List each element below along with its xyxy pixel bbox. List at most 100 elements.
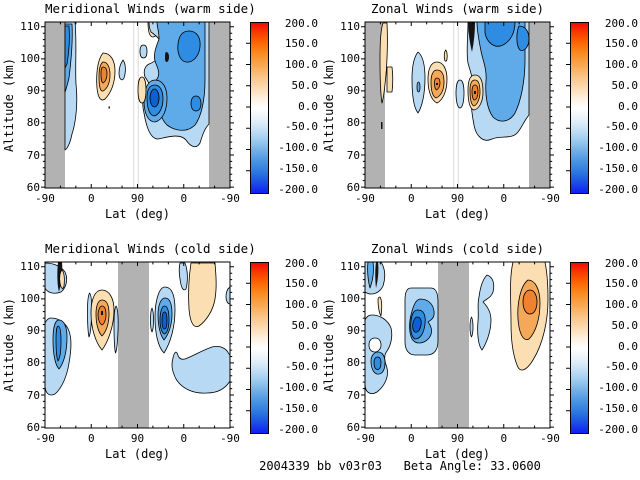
colorbar-tick-label: -150.0 — [598, 401, 638, 415]
x-tick-label: 90 — [450, 192, 465, 205]
colorbar-tick-label: -100.0 — [278, 141, 318, 154]
colorbar-tick-label: -50.0 — [284, 360, 318, 374]
panel-meridional-warm: Meridional Winds (warm side) Altitude (k… — [0, 0, 320, 240]
colorbar-tick-label: 200.0 — [604, 256, 638, 270]
colorbar-tick-label: -100.0 — [598, 141, 638, 154]
y-tick-label: 100 — [20, 292, 40, 306]
colorbar-tick-label: -50.0 — [604, 360, 638, 374]
colorbar — [570, 262, 589, 434]
x-tick-label: -90 — [540, 432, 560, 445]
colorbar-tick-label: 100.0 — [604, 298, 638, 311]
colorbar-tick-label: 200.0 — [284, 16, 318, 30]
colorbar-tick-label: 0.0 — [618, 99, 638, 113]
y-tick-label: 70 — [346, 388, 360, 402]
y-tick-label: 90 — [26, 84, 40, 98]
colorbar-tick-label: -50.0 — [604, 120, 638, 134]
x-tick-label: -90 — [540, 192, 560, 205]
colorbar-tick-label: 200.0 — [604, 16, 638, 30]
x-tick-label: 90 — [450, 432, 465, 445]
colorbar-tick-label: 100.0 — [284, 58, 318, 71]
contour-plot — [41, 261, 250, 429]
x-axis-label: Lat (deg) — [104, 447, 171, 461]
x-tick-label: -90 — [35, 432, 55, 445]
colorbar-tick-label: 150.0 — [604, 277, 638, 291]
panel-meridional-cold: Meridional Winds (cold side) Altitude (k… — [0, 240, 320, 480]
y-tick-label: 110 — [340, 260, 360, 274]
contour-plot — [361, 261, 570, 429]
figure-annotation: 2004339 bb v03r03 Beta Angle: 33.0600 — [259, 459, 541, 473]
x-axis-label: Lat (deg) — [104, 207, 171, 221]
colorbar — [570, 22, 589, 194]
colorbar-tick-label: 50.0 — [611, 78, 639, 92]
x-tick-label: 0 — [500, 192, 508, 205]
colorbar-tick-label: 0.0 — [298, 339, 318, 353]
y-tick-label: 90 — [26, 324, 40, 338]
panel-title: Zonal Winds (warm side) — [370, 1, 545, 16]
panel-zonal-warm: Zonal Winds (warm side) Altitude (km) La… — [320, 0, 640, 240]
y-tick-label: 110 — [20, 260, 40, 274]
x-tick-label: -90 — [355, 192, 375, 205]
y-tick-label: 90 — [346, 324, 360, 338]
x-tick-label: 0 — [87, 192, 95, 205]
colorbar-tick-label: 0.0 — [298, 99, 318, 113]
colorbar-tick-label: -200.0 — [598, 182, 638, 196]
x-tick-label: 0 — [180, 192, 188, 205]
y-tick-label: 90 — [346, 84, 360, 98]
x-tick-label: -90 — [35, 192, 55, 205]
y-tick-label: 80 — [26, 116, 40, 130]
colorbar-tick-label: 100.0 — [604, 58, 638, 71]
colorbar-tick-label: 50.0 — [291, 318, 319, 332]
x-tick-label: 0 — [180, 432, 188, 445]
colorbar-tick-label: -50.0 — [284, 120, 318, 134]
colorbar-tick-label: 150.0 — [284, 277, 318, 291]
colorbar-tick-label: 100.0 — [284, 298, 318, 311]
y-tick-label: 70 — [26, 148, 40, 162]
contour-plot — [41, 21, 250, 189]
x-tick-label: 0 — [407, 192, 415, 205]
y-tick-label: 60 — [26, 420, 40, 434]
y-tick-label: 100 — [340, 292, 360, 306]
colorbar — [250, 262, 269, 434]
colorbar-tick-label: 150.0 — [604, 37, 638, 51]
panel-zonal-cold: Zonal Winds (cold side) Altitude (km) La… — [320, 240, 640, 480]
x-axis-label: Lat (deg) — [424, 447, 491, 461]
colorbar-tick-label: -200.0 — [278, 182, 318, 196]
x-tick-label: 0 — [87, 432, 95, 445]
x-tick-label: 90 — [130, 432, 145, 445]
x-tick-label: -90 — [355, 432, 375, 445]
colorbar-tick-label: 50.0 — [291, 78, 319, 92]
y-tick-label: 70 — [26, 388, 40, 402]
colorbar — [250, 22, 269, 194]
y-tick-label: 60 — [346, 420, 360, 434]
x-tick-label: -90 — [220, 192, 240, 205]
colorbar-tick-label: -100.0 — [278, 381, 318, 394]
y-tick-label: 60 — [346, 180, 360, 194]
y-tick-label: 110 — [20, 20, 40, 34]
colorbar-tick-label: 200.0 — [284, 256, 318, 270]
colorbar-tick-label: -200.0 — [278, 422, 318, 436]
y-tick-label: 80 — [26, 356, 40, 370]
x-tick-label: 90 — [130, 192, 145, 205]
x-tick-label: 0 — [500, 432, 508, 445]
x-tick-label: 0 — [407, 432, 415, 445]
colorbar-tick-label: -150.0 — [598, 161, 638, 175]
y-tick-label: 80 — [346, 356, 360, 370]
y-tick-label: 100 — [20, 52, 40, 66]
colorbar-tick-label: 150.0 — [284, 37, 318, 51]
y-tick-label: 100 — [340, 52, 360, 66]
colorbar-tick-label: -100.0 — [598, 381, 638, 394]
panel-title: Meridional Winds (warm side) — [45, 1, 256, 16]
contour-plot — [361, 21, 570, 189]
colorbar-tick-label: -150.0 — [278, 161, 318, 175]
y-tick-label: 60 — [26, 180, 40, 194]
x-axis-label: Lat (deg) — [424, 207, 491, 221]
panel-title: Zonal Winds (cold side) — [370, 241, 545, 256]
y-tick-label: 80 — [346, 116, 360, 130]
y-tick-label: 70 — [346, 148, 360, 162]
colorbar-tick-label: 50.0 — [611, 318, 639, 332]
colorbar-tick-label: -200.0 — [598, 422, 638, 436]
y-tick-label: 110 — [340, 20, 360, 34]
colorbar-tick-label: 0.0 — [618, 339, 638, 353]
x-tick-label: -90 — [220, 432, 240, 445]
